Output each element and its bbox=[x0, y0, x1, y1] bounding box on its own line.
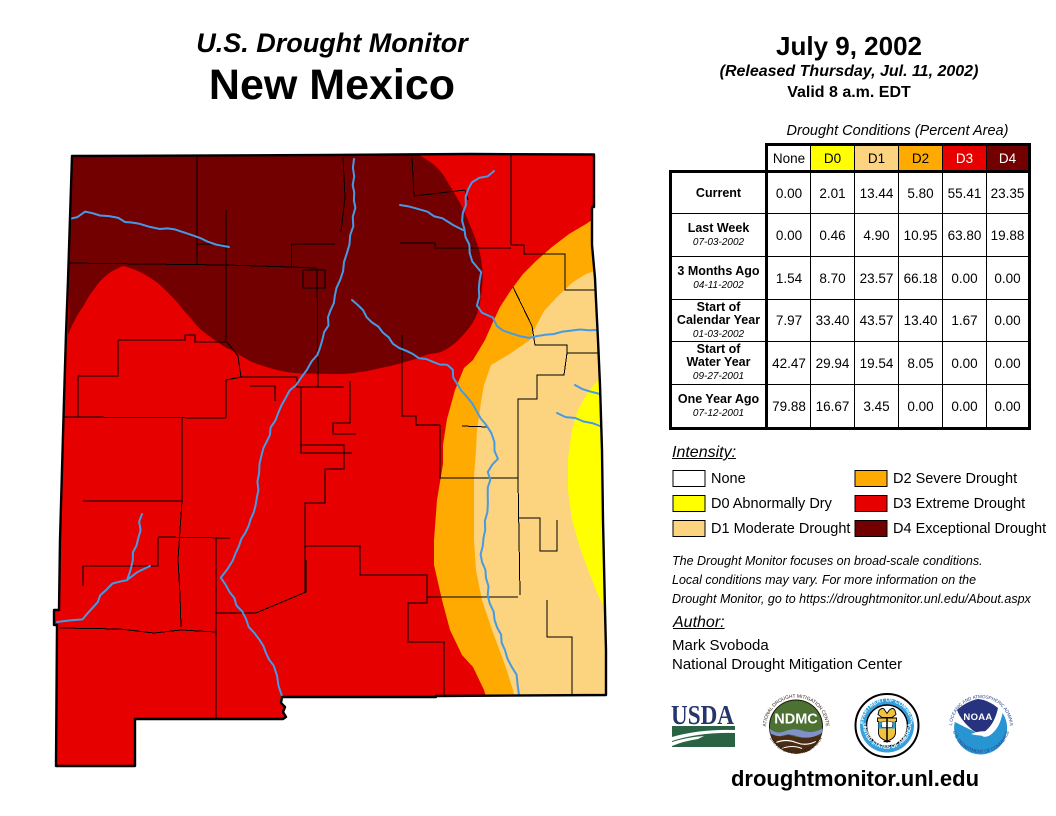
svg-text:NOAA: NOAA bbox=[963, 712, 992, 723]
svg-text:USDA: USDA bbox=[671, 700, 734, 730]
svg-text:NDMC: NDMC bbox=[774, 712, 818, 728]
